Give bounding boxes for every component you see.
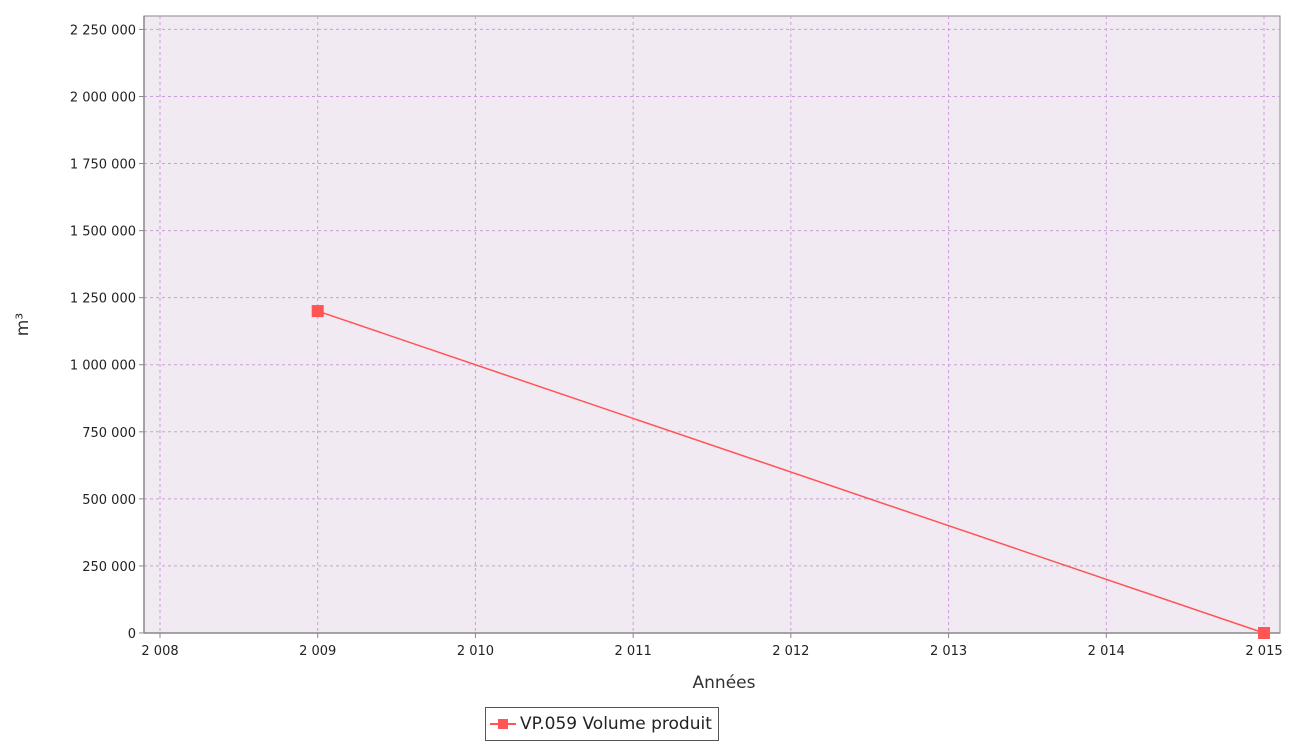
plot-area [143, 15, 1281, 634]
y-tick-label: 1 250 000 [70, 292, 136, 307]
y-tick-label: 1 750 000 [70, 158, 136, 173]
y-tick-label: 2 000 000 [70, 90, 136, 105]
legend-label: VP.059 Volume produit [520, 714, 712, 734]
axes [143, 16, 1280, 634]
line-chart: 2 008 2 009 2 010 2 011 2 012 2 013 2 014 2 015… [13, 15, 1283, 693]
y-tick-label: 1 000 000 [70, 359, 136, 374]
legend-square-marker-icon [498, 719, 508, 729]
data-point-marker [1258, 627, 1270, 639]
legend: VP.059 Volume produit [485, 707, 719, 741]
grid-lines [144, 16, 1280, 633]
x-tick-label: 2 015 [1245, 644, 1282, 659]
x-tick-label: 2 008 [141, 644, 178, 659]
data-point-marker [311, 305, 324, 318]
y-tick-label: 500 000 [82, 493, 136, 508]
x-tick-label: 2 014 [1088, 644, 1125, 659]
x-axis-ticks: 2 008 2 009 2 010 2 011 2 012 2 013 2 014 2 015 [141, 633, 1283, 659]
y-axis-ticks: 0 250 000 500 000 750 000 1 000 000 1 250 000… [70, 23, 144, 642]
legend-series-marker [490, 716, 516, 732]
y-tick-label: 2 250 000 [70, 23, 136, 38]
x-tick-label: 2 011 [615, 644, 652, 659]
y-tick-label: 750 000 [82, 426, 136, 441]
series-group [311, 305, 1270, 639]
x-tick-label: 2 012 [772, 644, 809, 659]
y-tick-label: 0 [128, 627, 136, 642]
series-line [317, 310, 1265, 634]
x-axis-title: Années [693, 673, 756, 693]
y-tick-label: 250 000 [82, 560, 136, 575]
x-tick-label: 2 009 [299, 644, 336, 659]
x-tick-label: 2 013 [930, 644, 967, 659]
y-tick-label: 1 500 000 [70, 225, 136, 240]
y-axis-title: m³ [13, 313, 33, 336]
x-tick-label: 2 010 [457, 644, 494, 659]
